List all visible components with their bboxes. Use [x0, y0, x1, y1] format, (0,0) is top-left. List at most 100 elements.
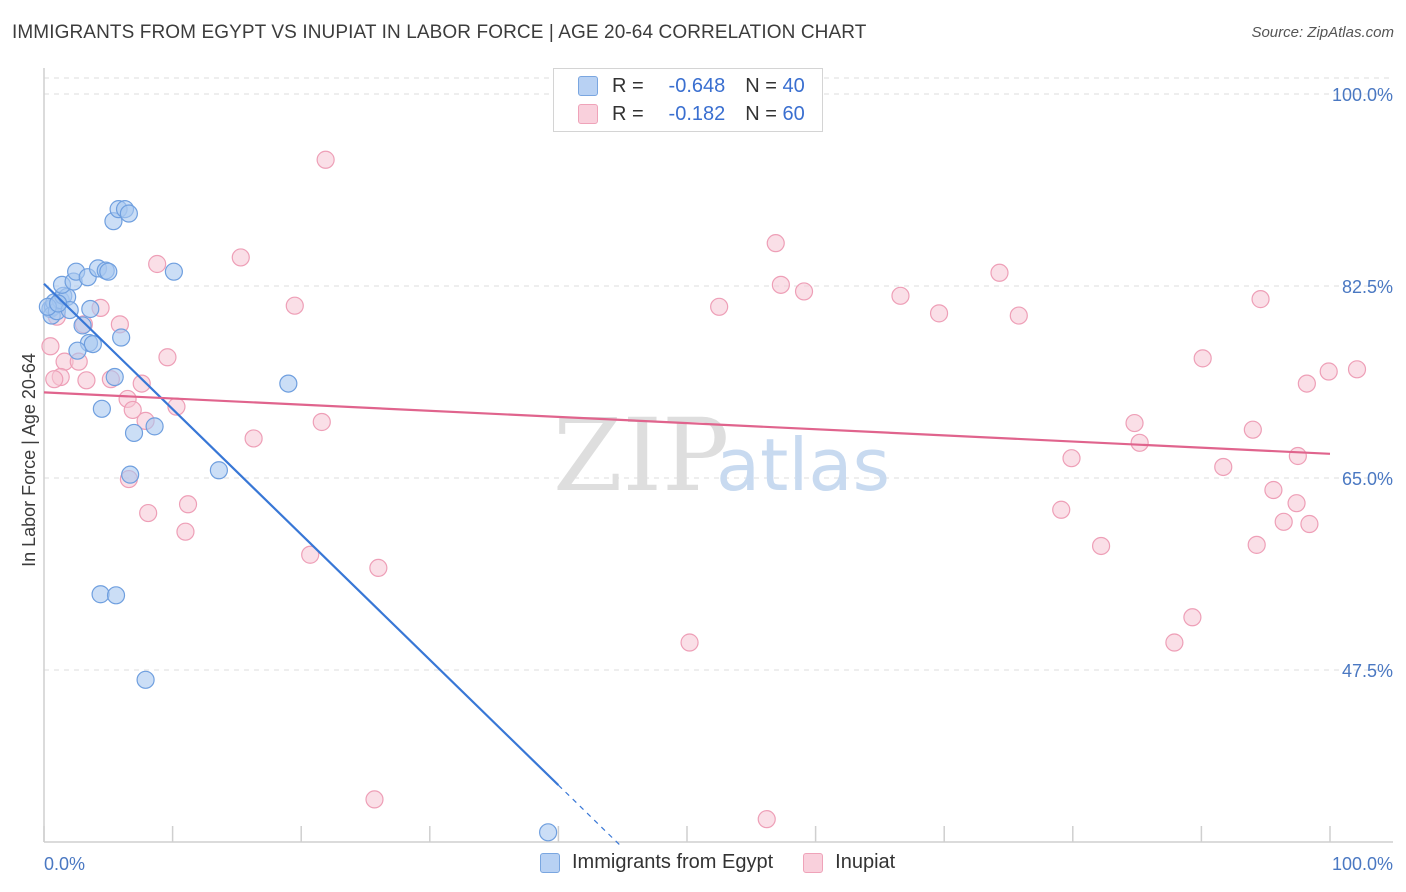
- inupiat-point: [1214, 457, 1233, 477]
- inupiat-point: [316, 150, 335, 169]
- egypt-point: [68, 341, 87, 360]
- egypt-trend-line: [43, 282, 560, 786]
- egypt-point: [49, 294, 68, 313]
- inupiat-point: [123, 400, 142, 420]
- gridlines: [44, 77, 1393, 671]
- inupiat-point: [1062, 449, 1081, 468]
- egypt-point: [124, 423, 144, 443]
- egypt-point: [91, 585, 110, 604]
- egypt-point: [106, 586, 126, 605]
- inupiat-point: [1247, 535, 1266, 554]
- egypt-n-label: N =: [745, 74, 777, 97]
- inupiat-point: [1300, 514, 1319, 534]
- egypt-r-label: R =: [612, 74, 644, 97]
- stats-row-inupiat: R = -0.182 N = 60: [578, 101, 805, 127]
- inupiat-point: [158, 348, 177, 367]
- inupiat-point: [1183, 608, 1202, 627]
- egypt-point: [112, 328, 131, 347]
- inupiat-point: [176, 522, 195, 541]
- legend-inupiat-label: Inupiat: [835, 851, 896, 873]
- watermark-atlas: atlas: [716, 423, 890, 507]
- inupiat-point: [794, 282, 814, 301]
- legend-egypt-swatch: [540, 852, 560, 873]
- trend-lines: [43, 282, 1331, 849]
- inupiat-r-label: R =: [612, 102, 644, 125]
- egypt-point: [145, 417, 164, 436]
- egypt-point: [73, 316, 92, 335]
- x-tick-label-min: 0.0%: [44, 854, 85, 874]
- inupiat-point: [1091, 536, 1111, 556]
- inupiat-r-value: -0.182: [668, 102, 726, 125]
- inupiat-point: [771, 275, 790, 294]
- legend-egypt-label: Immigrants from Egypt: [572, 851, 774, 873]
- inupiat-point: [1125, 413, 1144, 433]
- egypt-point: [119, 204, 138, 223]
- inupiat-point: [244, 429, 263, 448]
- inupiat-point: [285, 296, 304, 315]
- inupiat-point: [990, 263, 1009, 282]
- inupiat-point: [891, 286, 910, 305]
- y-axis-label: In Labor Force | Age 20-64: [19, 353, 39, 567]
- egypt-point: [105, 367, 124, 387]
- egypt-trend-extension: [557, 784, 624, 849]
- egypt-point: [164, 262, 183, 281]
- inupiat-point: [148, 254, 167, 274]
- inupiat-point: [1347, 360, 1367, 379]
- inupiat-point: [365, 790, 384, 809]
- inupiat-point: [369, 558, 388, 578]
- inupiat-point: [680, 633, 699, 652]
- inupiat-point: [766, 234, 785, 253]
- inupiat-point: [1297, 374, 1316, 393]
- egypt-point: [81, 299, 100, 319]
- y-tick-label: 47.5%: [1342, 661, 1393, 681]
- inupiat-point: [1274, 512, 1293, 531]
- source-label: Source: ZipAtlas.com: [1251, 24, 1394, 41]
- watermark: ZIP atlas: [553, 397, 890, 514]
- x-tick-label-max: 100.0%: [1332, 854, 1393, 874]
- axes: [43, 68, 1393, 843]
- inupiat-point: [1165, 633, 1184, 652]
- inupiat-n-label: N =: [745, 102, 777, 125]
- legend-item-egypt[interactable]: Immigrants from Egypt: [540, 851, 773, 874]
- egypt-point: [136, 670, 155, 689]
- inupiat-swatch: [578, 104, 598, 124]
- inupiat-point: [178, 495, 198, 514]
- egypt-points: [38, 200, 558, 842]
- inupiat-trend-line: [43, 391, 1331, 455]
- chart-title: IMMIGRANTS FROM EGYPT VS INUPIAT IN LABO…: [12, 22, 867, 43]
- egypt-point: [209, 461, 228, 480]
- inupiat-point: [1288, 446, 1307, 466]
- inupiat-point: [929, 304, 949, 323]
- inupiat-point: [301, 545, 320, 564]
- inupiat-n-value: 60: [782, 102, 805, 125]
- inupiat-point: [1264, 480, 1283, 500]
- y-tick-label: 100.0%: [1332, 85, 1393, 105]
- inupiat-point: [231, 248, 250, 267]
- egypt-swatch: [578, 76, 598, 96]
- egypt-point: [279, 374, 298, 393]
- egypt-point: [539, 823, 558, 842]
- inupiat-point: [1052, 500, 1071, 519]
- inupiat-point: [139, 503, 158, 523]
- legend-inupiat-swatch: [803, 852, 824, 873]
- inupiat-point: [1130, 433, 1149, 452]
- egypt-point: [83, 334, 102, 354]
- egypt-r-value: -0.648: [668, 74, 726, 97]
- y-tick-labels: 100.0% 82.5% 65.0% 47.5%: [1332, 85, 1393, 681]
- inupiat-point: [312, 412, 331, 432]
- inupiat-point: [757, 810, 776, 829]
- y-tick-label: 82.5%: [1342, 277, 1393, 297]
- y-tick-label: 65.0%: [1342, 469, 1393, 489]
- inupiat-point: [132, 374, 151, 393]
- egypt-n-value: 40: [782, 74, 805, 97]
- inupiat-point: [710, 297, 729, 316]
- inupiat-point: [1319, 362, 1338, 381]
- legend-item-inupiat[interactable]: Inupiat: [803, 851, 895, 874]
- inupiat-point: [77, 371, 96, 390]
- stats-legend: R = -0.648 N = 40 R = -0.182 N = 60: [553, 68, 823, 132]
- egypt-point: [99, 262, 118, 281]
- watermark-zip: ZIP: [553, 397, 729, 514]
- inupiat-point: [1251, 290, 1270, 309]
- inupiat-point: [1009, 306, 1028, 325]
